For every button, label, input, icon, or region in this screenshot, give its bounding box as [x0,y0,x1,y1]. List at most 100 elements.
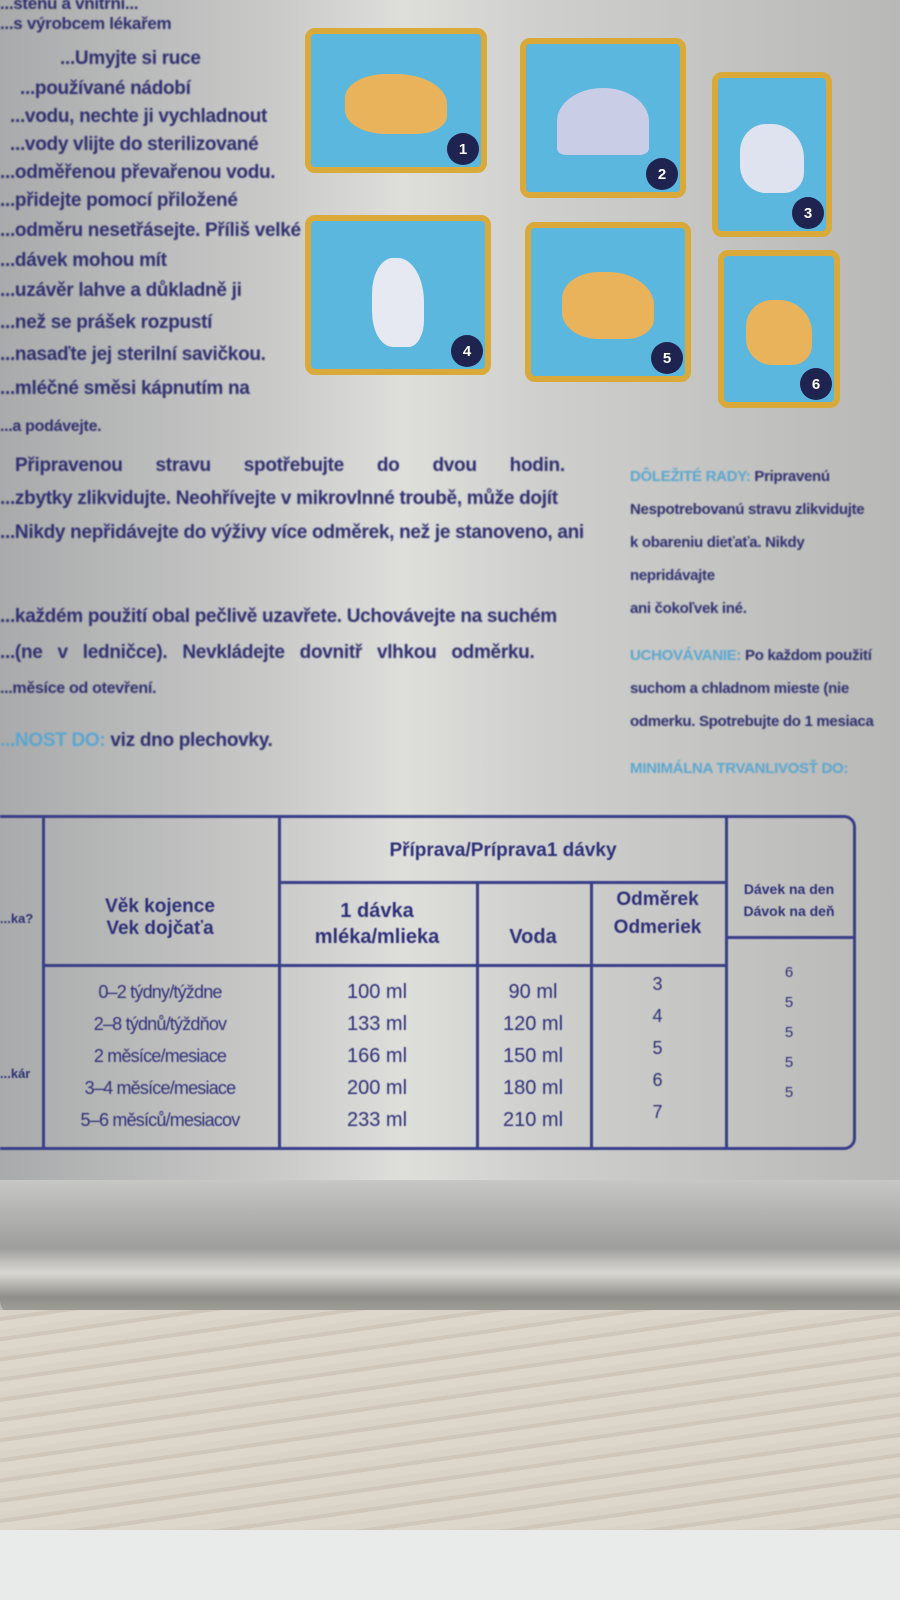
illustration-step-1: 1 [305,28,487,173]
text-line: ...používané nádobí [20,78,191,99]
important-label: DÔLEŽITÉ RADY: [630,468,751,485]
bottle-icon [739,123,805,193]
header-line: Odměrek [616,889,699,910]
illustration-step-2: 2 [520,38,686,198]
table-cell: 4 [652,1006,663,1026]
header-line: 1 dávka [340,900,414,922]
text-line: ...odměřenou převařenou vodu. [0,162,276,183]
table-cell: 6 [784,964,794,981]
table-cell: 90 ml [508,981,558,1003]
header-line: Dávek na den [743,881,835,897]
text-line: ...vody vlijte do sterilizované [10,134,259,155]
table-cell: 166 ml [346,1045,408,1067]
shaking-bottle-icon [561,272,655,339]
text-line: ...dávek mohou mít [0,250,167,271]
step-number: 3 [792,197,824,229]
can-rim [0,1180,900,1330]
header-line: Odmeriek [613,917,702,938]
text-line: ...stěnu a vnitřní... [0,0,139,13]
cut-col-label: ...kár [0,1066,31,1081]
table-cell: 5 [784,994,794,1011]
header-line: Dávok na deň [743,903,835,919]
table-cell: 5–6 měsíců/mesiacov [80,1110,241,1130]
step-number: 6 [800,368,832,400]
text-line: odmerku. Spotrebujte do 1 mesiaca [630,713,874,730]
step-number: 2 [646,158,678,190]
text-line: ...odměru nesetřásejte. Příliš velké [0,220,301,241]
feeding-table: ...ka? ...kár Věk kojence Vek dojčaťa Pří… [0,815,856,1150]
step-number: 5 [651,342,683,374]
hands-icon [345,73,447,134]
table-cell: 3–4 měsíce/mesiace [84,1078,236,1098]
text-line: ...každém použití obal pečlivě uzavřete.… [0,606,557,627]
min-shelf-life-label: MINIMÁLNA TRVANLIVOSŤ DO: [630,760,849,777]
text-line: ...vodu, nechte ji vychladnout [10,106,268,127]
table-cell: 3 [652,974,663,994]
illustration-step-3: 3 [712,72,832,237]
table-cell: 5 [784,1084,794,1101]
dose-header: 1 dávka mléka/mlieka [278,898,476,950]
background-floor [0,1530,900,1600]
water-header: Voda [509,926,557,948]
text-line: ...než se prášek rozpustí [0,312,213,333]
illustration-step-5: 5 [525,222,691,382]
table-cell: 2 měsíce/mesiace [93,1046,227,1066]
age-column: 0–2 týdny/týždne 2–8 týdnů/týždňov 2 měsíc… [42,976,278,1136]
preparation-header: Příprava/Príprava1 dávky [389,840,617,861]
table-cell: 2–8 týdnů/týždňov [93,1014,227,1034]
text-line: ...nasaďte jej sterilní savičkou. [0,344,266,365]
text-line: Připravenou stravu spotřebujte do dvou h… [15,455,565,476]
per-day-header: Dávek na den Dávok na deň [725,878,853,922]
text-line: ...přidejte pomocí přiložené [0,190,238,211]
age-header: Věk kojence Vek dojčaťa [42,896,278,940]
text-line: ...mléčné směsi kápnutím na [0,378,250,399]
table-cell: 200 ml [346,1077,408,1099]
text-line: ...Umyjte si ruce [60,48,201,69]
table-cell: 5 [784,1024,794,1041]
text-line: ...a podávejte. [0,418,102,435]
table-cell: 210 ml [502,1109,564,1131]
best-before-text: viz dno plechovky. [110,730,273,751]
text-line: ...zbytky zlikvidujte. Neohřívejte v mik… [0,488,558,509]
wrist-test-icon [746,299,812,366]
table-cell: 120 ml [502,1013,564,1035]
right-instructions: DÔLEŽITÉ RADY: Pripravenú Nespotrebovanú… [630,460,892,785]
table-cell: 133 ml [346,1013,408,1035]
dose-column: 100 ml 133 ml 166 ml 200 ml 233 ml [278,976,476,1136]
table-cell: 7 [652,1102,663,1122]
step-number: 1 [447,133,479,165]
kettle-icon [556,88,650,155]
table-cell: 100 ml [346,981,408,1003]
table-cell: 6 [652,1070,663,1090]
table-cell: 180 ml [502,1077,564,1099]
bottle-icon [371,258,425,347]
header-line: Věk kojence [105,896,215,917]
text-line: Po každom použití [745,647,872,664]
cut-col-label: ...ka? [0,911,34,926]
text-line: ...uzávěr lahve a důkladně ji [0,280,242,301]
text-line: suchom a chladnom mieste (nie [630,680,849,697]
table-cell: 5 [652,1038,663,1058]
text-line: Pripravenú [754,468,830,485]
scoops-header: Odměrek Odmeriek [590,886,725,942]
text-line: ani čokoľvek iné. [630,600,747,617]
table-cell: 5 [784,1054,794,1071]
text-line: Nespotrebovanú stravu zlikvidujte [630,501,865,518]
table-cell: 0–2 týdny/týždne [98,982,222,1002]
wooden-shelf [0,1310,900,1540]
text-line: k obareniu dieťaťa. Nikdy nepridávajte [630,534,805,584]
table-cell: 233 ml [346,1109,408,1131]
water-column: 90 ml 120 ml 150 ml 180 ml 210 ml [476,976,590,1136]
step-number: 4 [451,335,483,367]
per-day-column: 6 5 5 5 5 [725,958,853,1108]
best-before-label: ...NOST DO: [0,730,106,751]
text-line: ...s výrobcem lékařem [0,14,172,33]
scoops-column: 3 4 5 6 7 [590,968,725,1128]
text-line: ...(ne v ledničce). Nevkládejte dovnitř … [0,642,535,663]
illustration-step-4: 4 [305,215,491,375]
table-cell: 150 ml [502,1045,564,1067]
illustration-step-6: 6 [718,250,840,408]
storage-label: UCHOVÁVANIE: [630,647,742,664]
text-line: ...měsíce od otevření. [0,680,157,697]
text-line: ...Nikdy nepřidávejte do výživy více odm… [0,522,584,543]
